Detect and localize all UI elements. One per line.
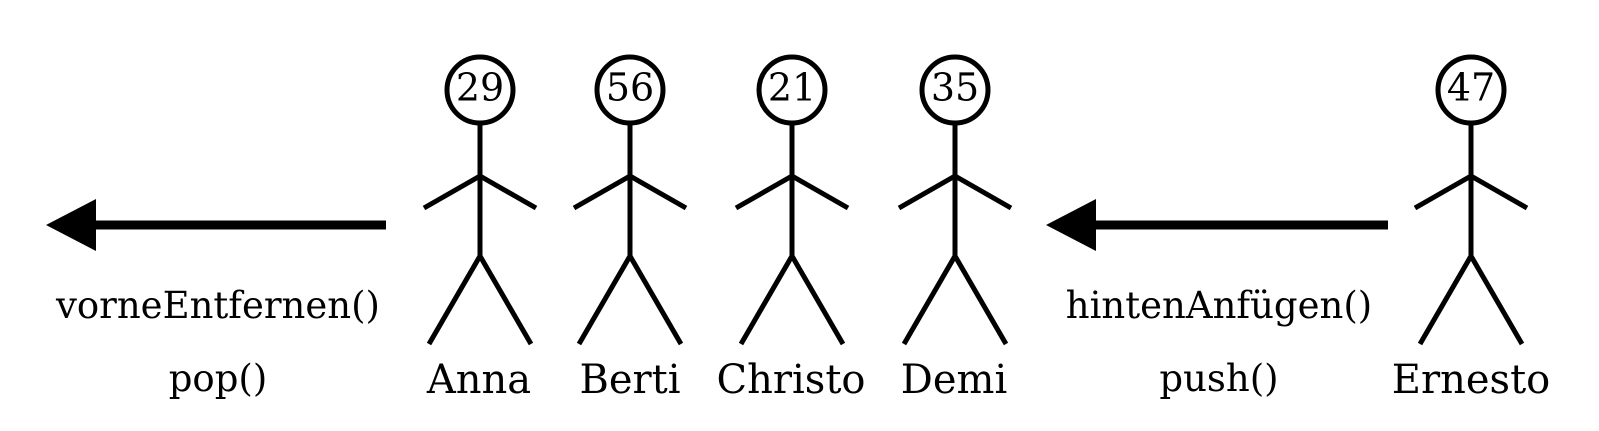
person-right-leg — [952, 254, 1009, 346]
person-right-arm — [1469, 173, 1529, 211]
person-left-arm — [1413, 173, 1473, 211]
person-left-leg — [901, 254, 958, 346]
person-right-leg — [627, 254, 684, 346]
append-arrow-head — [1046, 199, 1096, 251]
person-head — [919, 54, 991, 126]
person-left-arm — [734, 173, 794, 211]
person-figure: 56 Berti — [572, 54, 688, 403]
person-left-leg — [738, 254, 795, 346]
person-name: Berti — [579, 357, 680, 403]
person-name: Demi — [901, 357, 1007, 403]
person-name: Ernesto — [1392, 357, 1550, 403]
append-operation-label: hintenAnfügen() — [1066, 284, 1372, 327]
person-left-arm — [897, 173, 957, 211]
person-left-leg — [576, 254, 633, 346]
person-figure: 29 Anna — [422, 54, 538, 403]
person-head — [594, 54, 666, 126]
remove-arrow-head — [46, 199, 96, 251]
person-age: 29 — [456, 66, 504, 110]
append-operation-alias: push() — [1159, 357, 1278, 400]
remove-operation-label: vorneEntfernen() — [55, 284, 380, 327]
person-age: 35 — [931, 66, 979, 110]
person-right-leg — [477, 254, 534, 346]
person-figure: 21 Christo — [717, 54, 866, 403]
person-right-arm — [790, 173, 850, 211]
remove-operation-alias: pop() — [169, 357, 268, 400]
remove-arrow — [46, 199, 386, 251]
person-right-arm — [953, 173, 1013, 211]
person-head — [444, 54, 516, 126]
person-head — [756, 54, 828, 126]
person-name: Christo — [717, 357, 866, 403]
person-age: 56 — [606, 66, 654, 110]
person-right-arm — [478, 173, 538, 211]
person-head — [1435, 54, 1507, 126]
person-name: Anna — [426, 357, 531, 403]
person-age: 47 — [1447, 66, 1495, 110]
person-left-arm — [572, 173, 632, 211]
incoming-person-figure: 47 Ernesto — [1392, 54, 1550, 403]
append-arrow — [1046, 199, 1388, 251]
person-right-leg — [1468, 254, 1525, 346]
person-left-leg — [1417, 254, 1474, 346]
person-right-arm — [628, 173, 688, 211]
person-left-arm — [422, 173, 482, 211]
person-age: 21 — [768, 66, 816, 110]
person-figure: 35 Demi — [897, 54, 1013, 403]
person-left-leg — [426, 254, 483, 346]
person-right-leg — [789, 254, 846, 346]
